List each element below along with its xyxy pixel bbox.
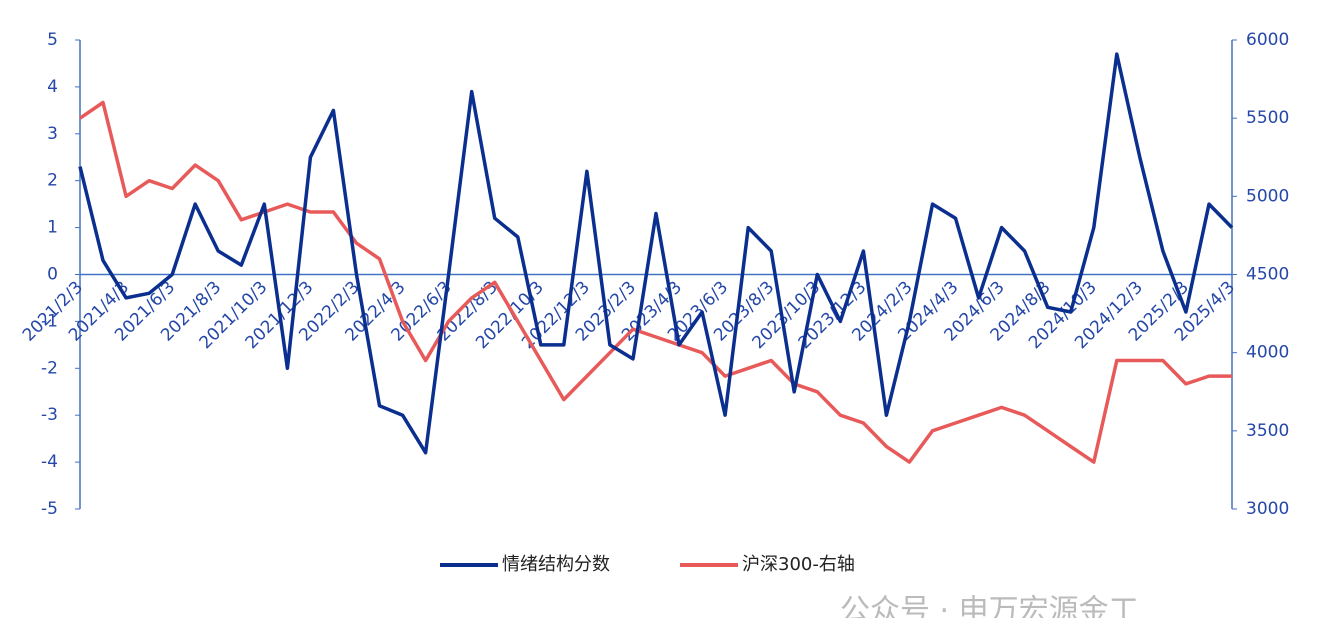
y-tick-label: 4 — [47, 77, 58, 97]
y2-tick-label: 5500 — [1246, 108, 1289, 128]
y-tick-label: 1 — [47, 218, 58, 238]
watermark: 公众号 · 申万宏源金工 — [840, 594, 1139, 618]
y2-tick-label: 3500 — [1246, 421, 1289, 441]
y-tick-label: 2 — [47, 171, 58, 191]
y2-tick-label: 6000 — [1246, 30, 1289, 50]
series-line — [78, 52, 1234, 455]
y2-tick-label: 5000 — [1246, 186, 1289, 206]
legend-label: 沪深300-右轴 — [742, 554, 855, 575]
y-tick-label: 3 — [47, 124, 58, 144]
y2-tick-label: 4500 — [1246, 265, 1289, 285]
y2-tick-label: 4000 — [1246, 343, 1289, 363]
legend-label: 情绪结构分数 — [502, 554, 610, 575]
series-line — [79, 100, 1232, 464]
y-tick-label: -5 — [41, 499, 58, 519]
y2-tick-label: 3000 — [1246, 499, 1289, 519]
y-tick-label: -1 — [41, 311, 58, 331]
legend: 情绪结构分数 沪深300-右轴 — [440, 554, 855, 575]
y-tick-label: 0 — [47, 265, 58, 285]
y-tick-label: -4 — [41, 452, 58, 472]
y-tick-label: 5 — [47, 30, 58, 50]
y-tick-label: -3 — [41, 405, 58, 425]
y-tick-label: -2 — [41, 358, 58, 378]
